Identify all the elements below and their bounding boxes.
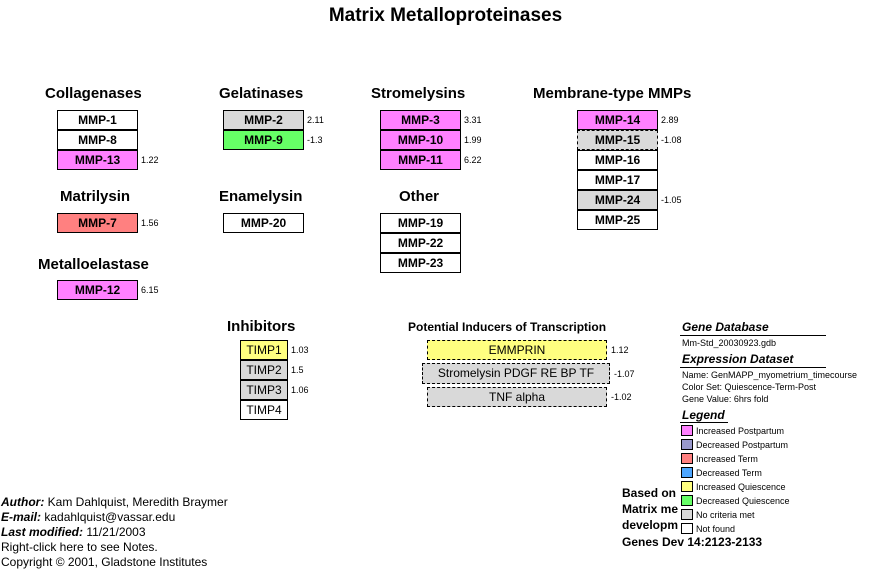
gene-box-mmp-23[interactable]: MMP-23 — [380, 253, 461, 273]
page-title: Matrix Metalloproteinases — [328, 5, 563, 26]
gene-box-mmp-19[interactable]: MMP-19 — [380, 213, 461, 233]
gene-box-mmp-25[interactable]: MMP-25 — [577, 210, 658, 230]
gene-box-mmp-10[interactable]: MMP-10 — [380, 130, 461, 150]
gene-box-mmp-24[interactable]: MMP-24 — [577, 190, 658, 210]
based-on-line-4: Genes Dev 14:2123-2133 — [622, 535, 763, 549]
legend-label: Decreased Quiescence — [696, 496, 790, 506]
legend-swatch — [681, 523, 693, 534]
heading-inducers: Potential Inducers of Transcription — [408, 320, 607, 334]
legend-swatch — [681, 467, 693, 478]
gene-box-mmp-2[interactable]: MMP-2 — [223, 110, 304, 130]
gene-box-tnf-alpha[interactable]: TNF alpha — [427, 387, 607, 407]
gene-value-mmp-15: -1.08 — [661, 135, 682, 145]
gene-value-mmp-10: 1.99 — [464, 135, 482, 145]
modified-line: Last modified: 11/21/2003 — [1, 525, 146, 539]
gene-box-mmp-16[interactable]: MMP-16 — [577, 150, 658, 170]
heading-stromelysins: Stromelysins — [371, 85, 466, 102]
heading-matrilysin: Matrilysin — [60, 188, 131, 205]
expression-dataset-divider — [680, 367, 826, 368]
gene-value-mmp-13: 1.22 — [141, 155, 159, 165]
based-on-line-2: Matrix me — [622, 502, 679, 516]
gene-value-emmprin: 1.12 — [611, 345, 629, 355]
gene-value-timp3: 1.06 — [291, 385, 309, 395]
legend-swatch — [681, 495, 693, 506]
gene-box-stromelysin-pdgf[interactable]: Stromelysin PDGF RE BP TF — [422, 363, 610, 384]
legend-swatch — [681, 481, 693, 492]
gene-value-mmp-3: 3.31 — [464, 115, 482, 125]
legend-label: Not found — [696, 524, 736, 534]
gene-box-mmp-9[interactable]: MMP-9 — [223, 130, 304, 150]
legend-label: Decreased Term — [696, 468, 762, 478]
author-value: Kam Dahlquist, Meredith Braymer — [44, 495, 228, 509]
heading-metalloelastase: Metalloelastase — [38, 256, 149, 273]
gene-value-timp1: 1.03 — [291, 345, 309, 355]
author-label: Author: — [1, 495, 45, 509]
based-on-line-3: developm — [622, 518, 679, 532]
email-line: E-mail: kadahlquist@vassar.edu — [1, 510, 175, 524]
gene-box-mmp-7[interactable]: MMP-7 — [57, 213, 138, 233]
gene-box-mmp-22[interactable]: MMP-22 — [380, 233, 461, 253]
gene-value-tnf-alpha: -1.02 — [611, 392, 632, 402]
gene-value-stromelysin-pdgf: -1.07 — [614, 369, 635, 379]
gene-value-mmp-7: 1.56 — [141, 218, 159, 228]
gene-box-mmp-17[interactable]: MMP-17 — [577, 170, 658, 190]
expression-dataset-header: Expression Dataset — [682, 352, 794, 366]
gene-value-mmp-9: -1.3 — [307, 135, 323, 145]
gene-box-mmp-8[interactable]: MMP-8 — [57, 130, 138, 150]
gene-box-mmp-11[interactable]: MMP-11 — [380, 150, 461, 170]
gene-box-mmp-20[interactable]: MMP-20 — [223, 213, 304, 233]
notes-link[interactable]: Right-click here to see Notes. — [1, 540, 158, 554]
gene-box-mmp-13[interactable]: MMP-13 — [57, 150, 138, 170]
expression-dataset-name: Name: GenMAPP_myometrium_timecourse — [682, 370, 858, 380]
legend-label: Decreased Postpartum — [696, 440, 789, 450]
legend-label: No criteria met — [696, 510, 755, 520]
email-label: E-mail: — [1, 510, 42, 524]
gene-value-mmp-2: 2.11 — [307, 115, 324, 125]
gene-box-timp4[interactable]: TIMP4 — [240, 400, 288, 420]
gene-value-mmp-11: 6.22 — [464, 155, 482, 165]
email-value[interactable]: kadahlquist@vassar.edu — [41, 510, 176, 524]
modified-value: 11/21/2003 — [83, 525, 146, 539]
gene-value-mmp-12: 6.15 — [141, 285, 159, 295]
gene-box-timp3[interactable]: TIMP3 — [240, 380, 288, 400]
legend-header: Legend — [682, 408, 725, 422]
gene-box-mmp-14[interactable]: MMP-14 — [577, 110, 658, 130]
legend-swatch — [681, 453, 693, 464]
gene-database-header: Gene Database — [682, 320, 769, 334]
legend-divider — [680, 422, 728, 423]
gene-database-value: Mm-Std_20030923.gdb — [682, 338, 777, 348]
gene-box-mmp-1[interactable]: MMP-1 — [57, 110, 138, 130]
heading-collagenases: Collagenases — [45, 85, 142, 102]
gene-box-mmp-15[interactable]: MMP-15 — [577, 130, 658, 150]
modified-label: Last modified: — [1, 525, 84, 539]
based-on-line-1: Based on — [622, 486, 677, 500]
author-line: Author: Kam Dahlquist, Meredith Braymer — [1, 495, 228, 509]
legend-label: Increased Postpartum — [696, 426, 785, 436]
color-set: Color Set: Quiescence-Term-Post — [682, 382, 817, 392]
gene-box-mmp-3[interactable]: MMP-3 — [380, 110, 461, 130]
gene-box-timp1[interactable]: TIMP1 — [240, 340, 288, 360]
legend-swatch — [681, 439, 693, 450]
legend-swatch — [681, 509, 693, 520]
heading-gelatinases: Gelatinases — [219, 85, 304, 102]
gene-value-timp2: 1.5 — [291, 365, 304, 375]
heading-other: Other — [399, 188, 440, 205]
heading-inhibitors: Inhibitors — [227, 318, 296, 335]
copyright: Copyright © 2001, Gladstone Institutes — [1, 555, 208, 569]
gene-value-mmp-14: 2.89 — [661, 115, 679, 125]
legend-swatch — [681, 425, 693, 436]
gene-box-mmp-12[interactable]: MMP-12 — [57, 280, 138, 300]
heading-enamelysin: Enamelysin — [219, 188, 303, 205]
legend-label: Increased Term — [696, 454, 758, 464]
legend-label: Increased Quiescence — [696, 482, 786, 492]
gene-value-label: Gene Value: 6hrs fold — [682, 394, 769, 404]
gene-box-timp2[interactable]: TIMP2 — [240, 360, 288, 380]
gene-value-mmp-24: -1.05 — [661, 195, 682, 205]
heading-membrane-type-mmps: Membrane-type MMPs — [533, 85, 692, 102]
gene-database-divider — [680, 335, 826, 336]
gene-box-emmprin[interactable]: EMMPRIN — [427, 340, 607, 360]
